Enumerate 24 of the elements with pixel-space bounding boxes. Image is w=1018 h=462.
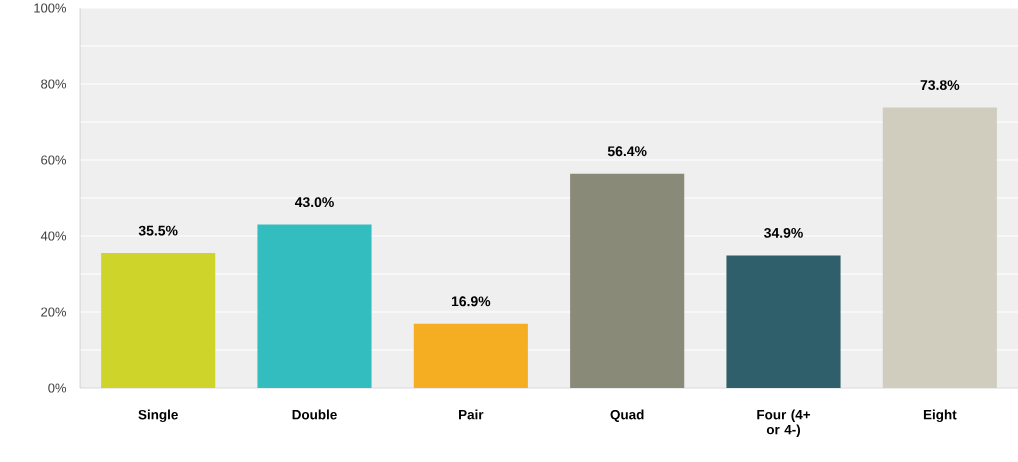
x-tick-label: Quad	[610, 409, 644, 422]
y-tick-label: 40%	[40, 231, 67, 241]
bar	[257, 224, 372, 388]
y-tick-label: 60%	[41, 155, 67, 165]
data-label: 34.9%	[764, 227, 803, 238]
data-label: 43.0%	[294, 197, 334, 208]
data-label: 35.5%	[138, 225, 178, 236]
data-label: 16.9%	[451, 296, 491, 307]
x-tick-label: Pair	[459, 409, 484, 420]
x-tick-label: Double	[292, 409, 337, 420]
x-tick-label: Four (4+ or 4-)	[757, 409, 811, 438]
y-tick-label: 80%	[41, 79, 67, 89]
y-tick-label: 100%	[34, 3, 67, 13]
x-tick-label: Eight	[923, 409, 957, 423]
bar	[101, 253, 216, 388]
bar	[413, 323, 528, 388]
y-tick-label: 20%	[41, 307, 67, 317]
x-tick-label: Single	[138, 409, 178, 423]
data-label: 73.8%	[920, 80, 960, 91]
bar	[570, 173, 685, 388]
data-label: 56.4%	[607, 146, 647, 157]
bar	[882, 107, 997, 388]
y-tick-label: 0%	[48, 383, 67, 393]
bar	[726, 255, 841, 388]
